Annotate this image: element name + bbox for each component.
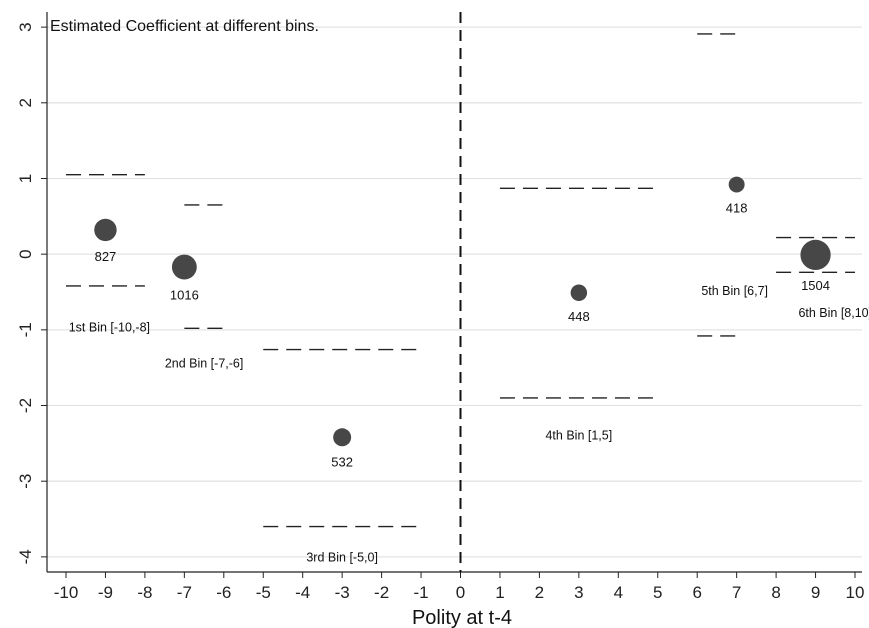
y-tick-label: -3 — [16, 474, 35, 489]
x-tick-label: -7 — [177, 583, 192, 602]
data-points — [94, 176, 831, 447]
x-tick-label: 4 — [614, 583, 623, 602]
x-tick-label: -3 — [335, 583, 350, 602]
x-tick-label: -2 — [374, 583, 389, 602]
x-tick-label: 8 — [771, 583, 780, 602]
coefficient-point — [171, 254, 197, 280]
y-tick-label: -1 — [16, 322, 35, 337]
x-tick-label: 7 — [732, 583, 741, 602]
coefficient-point — [570, 284, 588, 302]
x-tick-label: -1 — [413, 583, 428, 602]
y-tick-label: 2 — [16, 98, 35, 107]
x-tick-label: 2 — [535, 583, 544, 602]
observation-count-label: 1504 — [801, 278, 830, 293]
x-tick-label: 1 — [495, 583, 504, 602]
x-tick-label: 9 — [811, 583, 820, 602]
x-tick-label: -10 — [54, 583, 79, 602]
chart-title: Estimated Coefficient at different bins. — [50, 18, 319, 35]
y-tick-label: -2 — [16, 398, 35, 413]
bin-label: 3rd Bin [-5,0] — [306, 550, 378, 564]
observation-count-label: 448 — [568, 309, 590, 324]
x-tick-label: -4 — [295, 583, 310, 602]
bin-label: 2nd Bin [-7,-6] — [165, 357, 244, 371]
y-tick-label: 0 — [16, 249, 35, 258]
observation-count-label: 1016 — [170, 287, 199, 302]
observation-count-label: 532 — [331, 454, 353, 469]
bin-label: 6th Bin [8,10] — [798, 306, 869, 320]
x-tick-label: -6 — [216, 583, 231, 602]
y-tick-label: 3 — [16, 22, 35, 31]
x-tick-label: -5 — [256, 583, 271, 602]
coefficient-point — [333, 428, 352, 447]
x-tick-label: 5 — [653, 583, 662, 602]
coefficient-point — [800, 239, 831, 271]
x-tick-label: 0 — [456, 583, 465, 602]
x-tick-label: -9 — [98, 583, 113, 602]
confidence-bounds — [66, 33, 855, 528]
gridlines — [47, 26, 862, 558]
bin-label: 5th Bin [6,7] — [701, 284, 768, 298]
observation-count-label: 418 — [726, 201, 748, 216]
bin-label: 1st Bin [-10,-8] — [69, 320, 150, 334]
y-tick-label: -4 — [16, 549, 35, 564]
y-tick-label: 1 — [16, 174, 35, 183]
x-tick-label: 6 — [692, 583, 701, 602]
x-tick-label: -8 — [137, 583, 152, 602]
annotations: 827 1016 532 448 418 1504 1st Bin [-10,-8] 2nd … — [69, 201, 869, 565]
x-tick-label: 10 — [846, 583, 865, 602]
observation-count-label: 827 — [95, 249, 117, 264]
coefficient-point — [728, 176, 745, 193]
x-tick-label: 3 — [574, 583, 583, 602]
bin-label: 4th Bin [1,5] — [545, 429, 612, 443]
coefficient-point — [94, 218, 117, 242]
x-axis-label: Polity at t-4 — [412, 607, 512, 628]
